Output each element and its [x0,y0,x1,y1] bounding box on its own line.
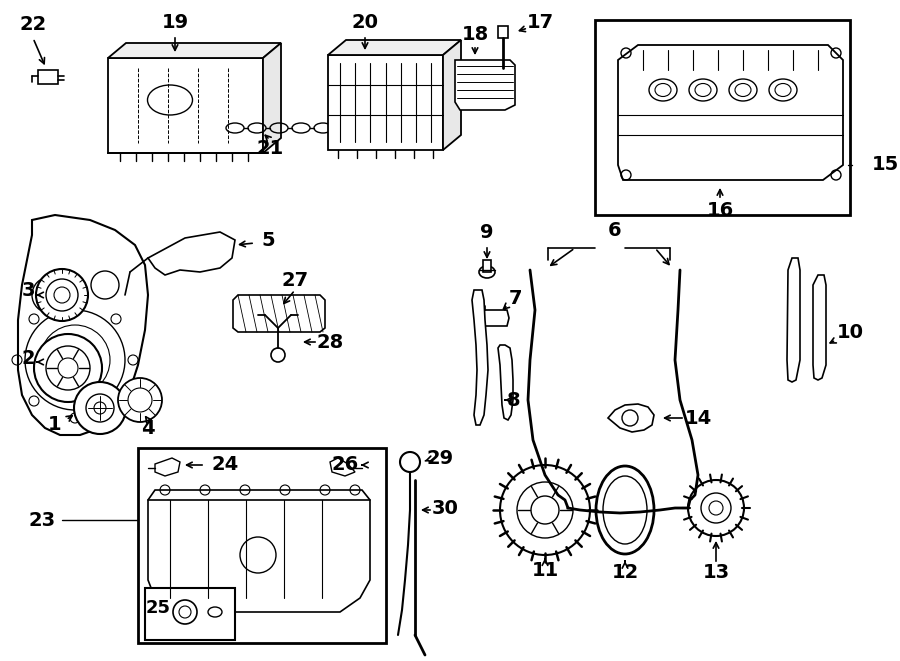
Text: 15: 15 [872,155,899,175]
Text: 2: 2 [22,348,35,368]
Text: 1: 1 [49,416,62,434]
Bar [595,20,850,215]
Polygon shape [328,40,461,55]
Circle shape [500,465,590,555]
Text: 29: 29 [427,449,454,467]
Circle shape [36,269,88,321]
Text: 26: 26 [331,455,358,475]
Circle shape [688,480,744,536]
Text: 3: 3 [22,280,35,299]
Text: 27: 27 [282,270,309,290]
Text: 24: 24 [212,455,239,475]
Bar [145,588,235,640]
Text: 10: 10 [836,323,863,342]
Text: 20: 20 [352,13,379,32]
Polygon shape [472,290,488,425]
Polygon shape [18,215,148,435]
Text: 5: 5 [261,231,274,249]
Bar [498,26,508,38]
Polygon shape [618,45,843,180]
Text: 18: 18 [462,26,489,44]
Text: 25: 25 [146,599,170,617]
Text: 14: 14 [684,408,712,428]
Ellipse shape [479,266,495,278]
Text: 6: 6 [608,221,622,239]
Polygon shape [498,345,513,420]
Text: 28: 28 [317,332,344,352]
Text: 22: 22 [20,15,47,34]
Text: 19: 19 [161,13,189,32]
Text: 23: 23 [29,510,56,529]
Polygon shape [608,404,654,432]
Polygon shape [813,275,826,380]
Polygon shape [148,490,370,612]
Bar [483,260,491,272]
Bar [328,55,443,150]
Text: 11: 11 [531,561,559,580]
Polygon shape [443,40,461,150]
Bar [108,58,263,153]
Circle shape [74,382,126,434]
Polygon shape [108,43,281,58]
Text: 12: 12 [611,563,639,582]
Polygon shape [155,458,180,476]
Polygon shape [787,258,800,382]
Text: 8: 8 [508,391,521,410]
Text: 13: 13 [702,563,730,582]
Polygon shape [148,232,235,275]
Circle shape [34,334,102,402]
Text: 21: 21 [256,139,284,157]
Polygon shape [233,295,325,332]
Text: 16: 16 [706,200,733,219]
Polygon shape [455,60,515,110]
Bar [38,70,58,84]
Text: 7: 7 [508,288,522,307]
Ellipse shape [497,65,509,71]
Text: 9: 9 [481,223,494,241]
Circle shape [271,348,285,362]
Text: 30: 30 [432,498,458,518]
Text: 17: 17 [526,13,554,32]
Polygon shape [481,310,509,326]
Bar [138,448,386,643]
Polygon shape [330,458,355,476]
Text: 4: 4 [141,418,155,438]
Circle shape [118,378,162,422]
Polygon shape [263,43,281,153]
